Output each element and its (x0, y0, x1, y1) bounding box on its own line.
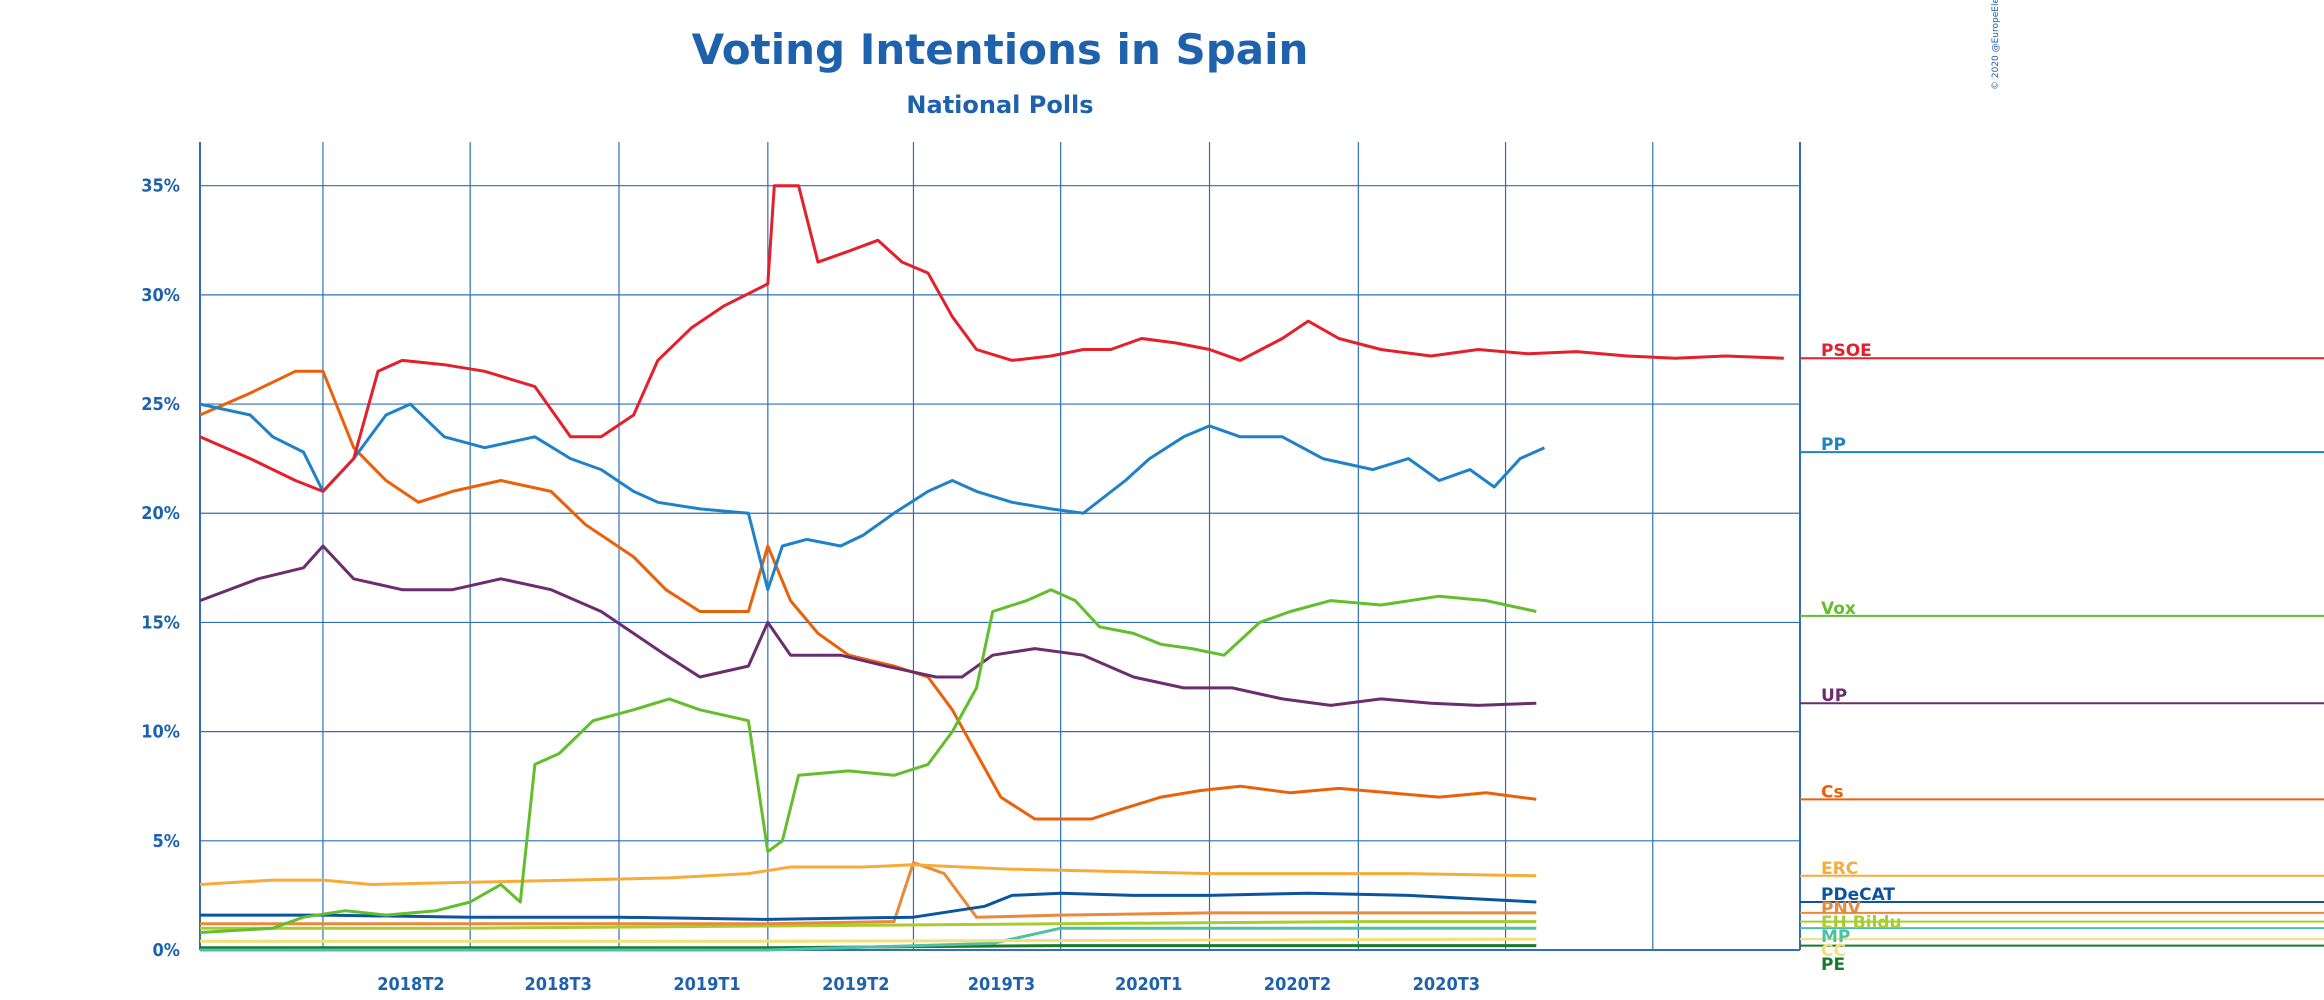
series-line-erc (199, 863, 1537, 886)
series-line-mp (200, 926, 1537, 952)
series-label: CC (1821, 941, 1846, 961)
series-line-pnv (200, 861, 1537, 926)
series-line-vox (199, 588, 1537, 934)
series-line-pdecat (200, 891, 1537, 921)
series-label: PSOE (1821, 341, 1872, 361)
grid (199, 142, 1801, 951)
y-tick-label: 0% (153, 940, 181, 961)
y-tick-label: 5% (153, 831, 181, 852)
x-tick-label: 2019T1 (673, 974, 740, 995)
series-line-cs (199, 369, 1537, 821)
series-line-cc (200, 937, 1537, 943)
x-tick-label: 2020T3 (1413, 974, 1480, 995)
chart-subtitle: National Polls (906, 91, 1093, 119)
series-layer (199, 184, 1784, 952)
copyright-note: © 2020 @EuropeElects (1991, 0, 2001, 90)
x-tick-label: 2019T2 (822, 974, 889, 995)
series-label: MP (1821, 927, 1850, 947)
series-label: PP (1821, 435, 1846, 455)
series-label: PDeCAT (1821, 885, 1895, 905)
y-tick-label: 35% (141, 176, 180, 197)
y-tick-label: 10% (141, 722, 180, 743)
x-tick-label: 2020T1 (1115, 974, 1182, 995)
axis-ticks: 0% 5% 10% 15% 20% 25% 30% 35% 2018T2 2018T3 2019T1… (141, 176, 1480, 995)
series-line-psoe (199, 184, 1784, 493)
y-tick-label: 20% (141, 503, 180, 524)
series-line-up (199, 544, 1537, 707)
series-label: UP (1821, 686, 1847, 706)
x-tick-label: 2018T2 (377, 974, 444, 995)
y-tick-label: 25% (141, 394, 180, 415)
x-tick-label: 2018T3 (524, 974, 591, 995)
series-label: Cs (1821, 782, 1844, 802)
series-label: PNV (1821, 899, 1862, 919)
chart-title: Voting Intentions in Spain (692, 25, 1309, 74)
y-tick-label: 15% (141, 612, 180, 633)
x-tick-label: 2020T2 (1264, 974, 1331, 995)
series-line-eh-bildu (200, 920, 1537, 930)
series-label: EH Bildu (1821, 913, 1902, 933)
series-line-pp (199, 402, 1546, 592)
x-tick-label: 2019T3 (968, 974, 1035, 995)
y-tick-label: 30% (141, 285, 180, 306)
series-label: ERC (1821, 859, 1858, 879)
series-label: Vox (1821, 599, 1856, 619)
series-label: PE (1821, 955, 1845, 975)
